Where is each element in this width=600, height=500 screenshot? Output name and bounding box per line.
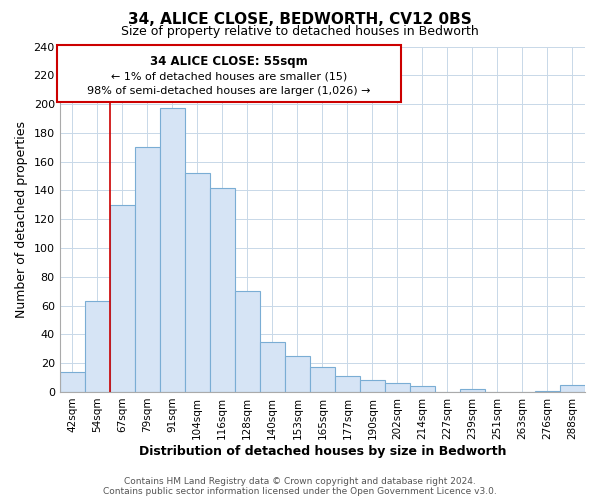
Bar: [285, 356, 310, 392]
Bar: [210, 188, 235, 392]
Bar: [535, 390, 560, 392]
Bar: [260, 342, 285, 392]
FancyBboxPatch shape: [57, 45, 401, 102]
Bar: [360, 380, 385, 392]
Text: Size of property relative to detached houses in Bedworth: Size of property relative to detached ho…: [121, 25, 479, 38]
Bar: [160, 108, 185, 392]
Text: 98% of semi-detached houses are larger (1,026) →: 98% of semi-detached houses are larger (…: [87, 86, 371, 96]
Text: Contains HM Land Registry data © Crown copyright and database right 2024.: Contains HM Land Registry data © Crown c…: [124, 477, 476, 486]
Text: Contains public sector information licensed under the Open Government Licence v3: Contains public sector information licen…: [103, 487, 497, 496]
Text: 34, ALICE CLOSE, BEDWORTH, CV12 0BS: 34, ALICE CLOSE, BEDWORTH, CV12 0BS: [128, 12, 472, 28]
X-axis label: Distribution of detached houses by size in Bedworth: Distribution of detached houses by size …: [139, 444, 506, 458]
Bar: [410, 386, 435, 392]
Bar: [460, 389, 485, 392]
Text: 34 ALICE CLOSE: 55sqm: 34 ALICE CLOSE: 55sqm: [150, 54, 308, 68]
Bar: [85, 302, 110, 392]
Bar: [235, 291, 260, 392]
Bar: [110, 205, 135, 392]
Text: ← 1% of detached houses are smaller (15): ← 1% of detached houses are smaller (15): [110, 72, 347, 82]
Bar: [310, 368, 335, 392]
Bar: [135, 148, 160, 392]
Bar: [185, 173, 210, 392]
Y-axis label: Number of detached properties: Number of detached properties: [15, 120, 28, 318]
Bar: [335, 376, 360, 392]
Bar: [560, 385, 585, 392]
Bar: [59, 372, 85, 392]
Bar: [385, 384, 410, 392]
